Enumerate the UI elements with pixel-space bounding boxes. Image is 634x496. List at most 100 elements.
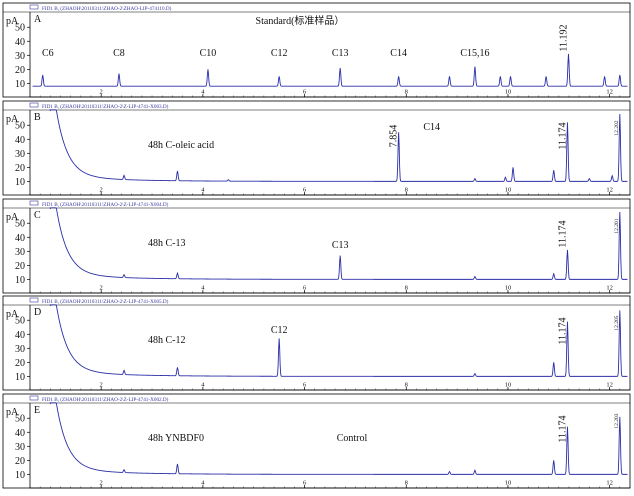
x-tick-label: 8 (405, 382, 408, 389)
chromatogram-trace (50, 305, 627, 377)
peak-label: C15,16 (460, 48, 489, 59)
x-tick-label: 10 (505, 382, 512, 389)
panel-note: 48h YNBDF0 (148, 433, 204, 444)
y-tick-label: 40 (15, 330, 25, 341)
x-tick-label: 8 (405, 285, 408, 292)
retention-time-label: 11.174 (557, 122, 568, 149)
panel-letter: D (34, 307, 41, 318)
x-tick-label: 12 (606, 89, 613, 96)
legend-swatch (30, 396, 38, 400)
panel-a: FID1 B, (ZHAOH\20110311\ZHAO-2\ZHAO-LIP-… (3, 3, 630, 97)
x-tick-label: 4 (201, 480, 205, 487)
x-tick-label: 2 (100, 285, 103, 292)
panel-header: FID1 B, (ZHAOH\20110311\ZHAO-2\Z-LIP-474… (42, 396, 169, 403)
x-tick-label: 6 (303, 89, 307, 96)
panel-letter: A (34, 14, 42, 25)
retention-time-label: 12.202 (614, 120, 620, 135)
retention-time-label: 11.174 (557, 317, 568, 344)
y-tick-label: 30 (15, 344, 25, 355)
panel-e: FID1 B, (ZHAOH\20110311\ZHAO-2\Z-LIP-474… (3, 394, 630, 488)
panel-note: 48h C-13 (148, 238, 186, 249)
x-tick-label: 10 (505, 89, 512, 96)
y-tick-label: 20 (15, 261, 25, 272)
legend-swatch (30, 298, 38, 302)
y-tick-label: 20 (15, 163, 25, 174)
panel-header: FID1 B, (ZHAOH\20110311\ZHAO-2\Z-LIP-474… (42, 298, 169, 305)
panel-letter: E (34, 405, 40, 416)
y-tick-label: 50 (15, 219, 25, 230)
y-tick-label: 40 (15, 37, 25, 48)
panel-c: FID1 B, (ZHAOH\20110311\ZHAO-2\Z-LIP-474… (3, 199, 630, 293)
x-tick-label: 2 (100, 89, 103, 96)
panel-header: FID1 B, (ZHAOH\20110311\ZHAO-2\ZHAO-LIP-… (42, 5, 172, 12)
y-tick-label: 50 (15, 121, 25, 132)
y-tick-label: 10 (15, 470, 25, 481)
peak-label: C13 (332, 240, 349, 251)
panel-note: 48h C-12 (148, 335, 186, 346)
legend-swatch (30, 5, 38, 9)
peak-label: C14 (423, 122, 440, 133)
y-tick-label: 10 (15, 79, 25, 90)
y-tick-label: 40 (15, 135, 25, 146)
peak-label: C12 (271, 48, 288, 59)
panel-note-2: Control (337, 433, 368, 444)
y-tick-label: 20 (15, 65, 25, 76)
legend-swatch (30, 103, 38, 107)
y-tick-label: 30 (15, 247, 25, 258)
panel-letter: C (34, 210, 41, 221)
x-tick-label: 4 (201, 285, 205, 292)
x-tick-label: 12 (606, 480, 613, 487)
retention-time-label: 12.203 (614, 413, 620, 428)
y-tick-label: 10 (15, 275, 25, 286)
x-tick-label: 8 (405, 89, 408, 96)
y-tick-label: 30 (15, 51, 25, 62)
peak-label: C10 (200, 48, 217, 59)
x-tick-label: 2 (100, 382, 103, 389)
x-tick-label: 12 (606, 285, 613, 292)
y-tick-label: 50 (15, 414, 25, 425)
chromatogram-trace (50, 110, 627, 182)
retention-time-label: 12.201 (614, 218, 620, 233)
peak-label: C12 (271, 325, 288, 336)
retention-time-label: 7.854 (389, 125, 400, 148)
y-tick-label: 20 (15, 358, 25, 369)
x-tick-label: 8 (405, 480, 408, 487)
retention-time-label: 11.174 (557, 415, 568, 442)
y-tick-label: 30 (15, 442, 25, 453)
panel-note: 48h C-oleic acid (148, 140, 214, 151)
panel-note: Standard(标准样品） (256, 14, 345, 27)
x-tick-label: 2 (100, 187, 103, 194)
x-tick-label: 2 (100, 480, 103, 487)
peak-label: C8 (113, 48, 125, 59)
x-tick-label: 4 (201, 89, 205, 96)
y-tick-label: 10 (15, 177, 25, 188)
x-tick-label: 10 (505, 480, 512, 487)
peak-label: C6 (42, 48, 54, 59)
y-tick-label: 30 (15, 149, 25, 160)
x-tick-label: 6 (303, 480, 307, 487)
x-tick-label: 10 (505, 285, 512, 292)
panel-d: FID1 B, (ZHAOH\20110311\ZHAO-2\Z-LIP-474… (3, 296, 630, 390)
y-tick-label: 40 (15, 428, 25, 439)
x-tick-label: 8 (405, 187, 408, 194)
peak-label: C14 (390, 48, 407, 59)
retention-time-label: 12.205 (614, 315, 620, 330)
x-tick-label: 10 (505, 187, 512, 194)
panel-header: FID1 B, (ZHAOH\20110311\ZHAO-2\Z-LIP-474… (42, 103, 169, 110)
x-tick-label: 6 (303, 285, 307, 292)
panel-b: FID1 B, (ZHAOH\20110311\ZHAO-2\Z-LIP-474… (3, 101, 630, 195)
retention-time-label: 11.192 (558, 24, 569, 51)
x-tick-label: 4 (201, 382, 205, 389)
y-tick-label: 50 (15, 316, 25, 327)
panel-header: FID1 B, (ZHAOH\20110311\ZHAO-2\Z-LIP-474… (42, 201, 169, 208)
x-tick-label: 6 (303, 382, 307, 389)
y-tick-label: 20 (15, 456, 25, 467)
peak-label: C13 (332, 48, 349, 59)
y-tick-label: 40 (15, 233, 25, 244)
x-tick-label: 12 (606, 187, 613, 194)
legend-swatch (30, 201, 38, 205)
x-tick-label: 12 (606, 382, 613, 389)
y-tick-label: 10 (15, 372, 25, 383)
